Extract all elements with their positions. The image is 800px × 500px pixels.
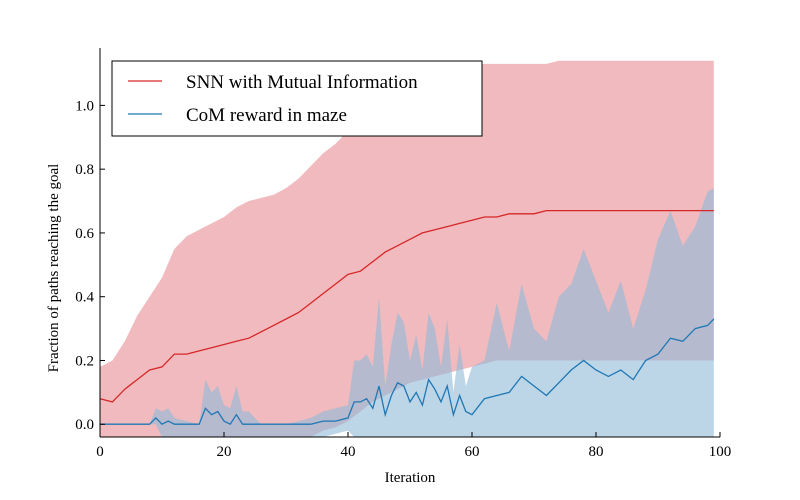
x-tick-label: 100 <box>709 444 732 460</box>
legend-label-series-2: CoM reward in maze <box>186 105 347 126</box>
y-axis-label: Fraction of paths reaching the goal <box>46 164 62 373</box>
confidence-bands <box>100 60 714 438</box>
x-tick-label: 60 <box>465 444 480 460</box>
y-tick-label: 0.0 <box>75 417 94 433</box>
legend: SNN with Mutual Information CoM reward in… <box>111 60 483 137</box>
x-tick-label: 40 <box>341 444 356 460</box>
x-tick-label: 0 <box>96 444 104 460</box>
x-tick-label: 80 <box>589 444 604 460</box>
y-tick-label: 1.0 <box>75 98 94 114</box>
legend-box <box>111 60 483 137</box>
x-axis-label: Iteration <box>385 470 436 486</box>
line-series-1 <box>99 209 714 403</box>
bottom-mask <box>0 437 800 500</box>
top-mask <box>0 0 800 48</box>
series-lines <box>99 209 715 426</box>
y-tick-label: 0.4 <box>75 290 94 306</box>
line-series-2 <box>100 318 715 426</box>
y-tick-label: 0.8 <box>75 162 94 178</box>
left-mask <box>0 0 100 500</box>
right-mask <box>720 0 800 500</box>
y-tick-label: 0.6 <box>75 226 94 242</box>
x-tick-label: 20 <box>217 444 232 460</box>
band-series-2 <box>100 188 714 437</box>
tick-labels: 0 20 40 60 80 100 0.0 0.2 0.4 0.6 0.8 1.0 <box>75 98 731 460</box>
legend-label-series-1: SNN with Mutual Information <box>186 72 418 93</box>
y-tick-label: 0.2 <box>75 353 94 369</box>
